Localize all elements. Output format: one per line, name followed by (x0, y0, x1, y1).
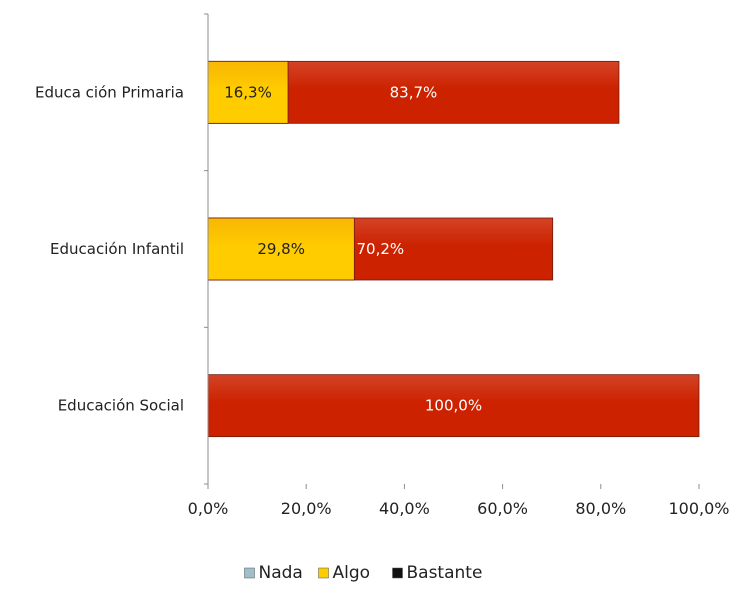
category-labels: Educa ción Primaria Educación Infantil Edu… (35, 83, 184, 414)
x-tick-label: 0,0% (188, 499, 229, 518)
x-tick-label: 40,0% (379, 499, 430, 518)
bars-group: 83,7% 16,3% 70,2% 29,8% 100,0% (207, 60, 700, 438)
category-label: Educa ción Primaria (35, 83, 184, 101)
legend-label: Bastante (407, 563, 483, 583)
x-tick-label: 20,0% (281, 499, 332, 518)
legend-swatch-nada (244, 567, 255, 579)
bar-data-label: 29,8% (257, 240, 305, 258)
bar-algo-educaci-n-social (207, 374, 700, 438)
legend: Nada Algo Bastante (244, 563, 483, 583)
legend-label: Nada (259, 563, 303, 583)
x-tick-label: 100,0% (668, 499, 729, 518)
bar-data-label: 100,0% (425, 397, 482, 415)
category-label: Educación Social (58, 397, 184, 415)
bar-data-label: 16,3% (224, 83, 272, 101)
bar-bastante-educa-ci-n-primaria (207, 60, 289, 124)
axes-group: 0,0% 20,0% 40,0% 60,0% 80,0% 100,0% (188, 13, 730, 518)
x-tick-label: 60,0% (477, 499, 528, 518)
legend-swatch-algo (318, 567, 329, 579)
category-label: Educación Infantil (50, 240, 184, 258)
x-tick-label: 80,0% (575, 499, 626, 518)
bar-data-label: 83,7% (390, 83, 438, 101)
bar-data-label: 70,2% (357, 240, 405, 258)
legend-label: Algo (333, 563, 371, 583)
bar-bastante-educaci-n-infantil (207, 217, 355, 281)
legend-swatch-bastante (392, 567, 403, 579)
